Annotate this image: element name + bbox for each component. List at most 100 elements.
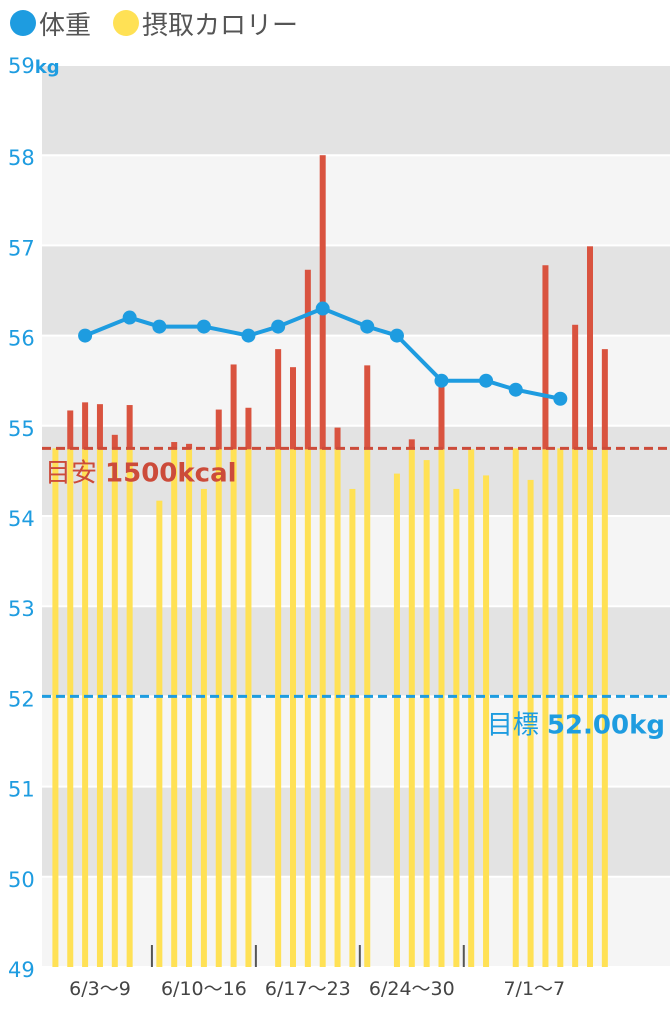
calorie-bar[interactable] [364,448,371,968]
calorie-bar[interactable] [200,488,207,967]
calorie-bar-over[interactable] [438,385,445,450]
calorie-bar[interactable] [96,448,103,968]
y-tick-label: 54 [8,507,35,531]
calorie-bar[interactable] [393,473,400,967]
calorie-bar-over[interactable] [126,405,133,450]
background-band [42,606,670,697]
y-tick-label: 55 [8,417,35,441]
weight-point[interactable] [122,310,137,325]
calorie-bar[interactable] [438,448,445,968]
calorie-bar-over[interactable] [67,410,74,450]
calorie-bar[interactable] [171,448,178,968]
calorie-bar-over[interactable] [408,439,415,450]
y-tick-label: 59kg [8,54,60,78]
legend-item-weight[interactable]: 体重 [10,5,91,42]
calorie-bar-over[interactable] [542,265,549,450]
calorie-bar-over[interactable] [171,442,178,450]
calorie-bar[interactable] [483,475,490,967]
weight-point[interactable] [434,373,449,388]
background-band [42,425,670,516]
calorie-bar-over[interactable] [572,324,579,450]
weight-point[interactable] [508,382,523,397]
calorie-bar[interactable] [572,448,579,968]
calorie-bar[interactable] [186,448,193,968]
calorie-bar-over[interactable] [111,434,118,450]
y-tick-label: 57 [8,236,35,260]
week-label: 6/24～30 [369,978,455,1000]
weight-point[interactable] [553,391,568,406]
calorie-legend-label: 摂取カロリー [142,10,299,41]
weight-point[interactable] [196,319,211,334]
calorie-bar-over[interactable] [304,269,311,450]
calorie-bar[interactable] [245,448,252,968]
calorie-bar[interactable] [587,448,593,968]
calorie-bar[interactable] [349,488,356,967]
calorie-bar-over[interactable] [587,246,593,450]
background-band [42,876,670,967]
calorie-bar[interactable] [468,449,475,967]
calorie-bar[interactable] [275,448,282,968]
calorie-bar-over[interactable] [186,443,193,450]
calorie-bar[interactable] [215,448,222,968]
calorie-bar-over[interactable] [96,404,103,450]
calorie-bar[interactable] [527,479,534,967]
calorie-bar-over[interactable] [601,349,608,450]
week-label: 6/3～9 [69,978,131,1000]
week-label: 6/10～16 [161,978,247,1000]
calorie-bar[interactable] [111,448,118,968]
y-tick-label: 56 [8,327,35,351]
weight-point[interactable] [479,373,494,388]
calorie-bar[interactable] [82,448,89,968]
calorie-bar[interactable] [126,448,133,968]
week-label: 7/1～7 [503,978,565,1000]
weight-point[interactable] [271,319,286,334]
y-tick-label: 50 [8,868,35,892]
background-band [42,696,670,787]
calorie-bar[interactable] [512,448,519,968]
calorie-bar[interactable] [67,448,74,968]
calorie-bar[interactable] [304,448,311,968]
calorie-bar-over[interactable] [215,409,222,450]
weight-point[interactable] [78,328,93,343]
background-band [42,155,670,246]
weight-point[interactable] [360,319,375,334]
calorie-bar-over[interactable] [334,427,341,450]
calorie-bar-over[interactable] [245,407,252,450]
weight-legend-dot [10,10,36,36]
calorie-bar[interactable] [156,500,163,967]
y-tick-label: 53 [8,597,35,621]
calorie-legend-dot [113,10,140,36]
weight-legend-label: 体重 [39,10,92,41]
legend-item-calorie[interactable]: 摂取カロリー [113,5,298,42]
calorie-bar[interactable] [290,448,296,968]
calorie-bar-over[interactable] [230,364,237,450]
calorie-bar[interactable] [319,448,326,968]
y-tick-label: 51 [8,778,35,802]
calorie-bar-over[interactable] [364,365,371,450]
calorie-bar[interactable] [230,448,237,968]
calorie-bar[interactable] [453,488,460,967]
calorie-bar-over[interactable] [82,402,89,450]
calorie-guide-label: 目安 1500kcal [45,458,237,488]
weight-goal-prefix: 目標 [487,710,539,740]
calorie-bar[interactable] [334,448,341,968]
calorie-bar[interactable] [601,448,608,968]
weight-point[interactable] [152,319,167,334]
calorie-bar[interactable] [52,448,59,968]
background-band [42,65,670,156]
calorie-bar[interactable] [408,448,415,968]
background-band [42,516,670,607]
calorie-bar[interactable] [557,448,564,968]
weight-point[interactable] [389,328,404,343]
legend: 体重 摂取カロリー [10,3,320,43]
calorie-bar-over[interactable] [290,367,296,450]
calorie-guide-prefix: 目安 [45,458,97,488]
weight-point[interactable] [241,328,256,343]
weight-point[interactable] [315,301,330,316]
y-tick-label: 49 [8,958,35,982]
weight-goal-value: 52.00kg [547,710,665,740]
calorie-bar-over[interactable] [275,349,282,450]
calorie-bar[interactable] [423,460,430,967]
calorie-bar[interactable] [542,448,549,968]
